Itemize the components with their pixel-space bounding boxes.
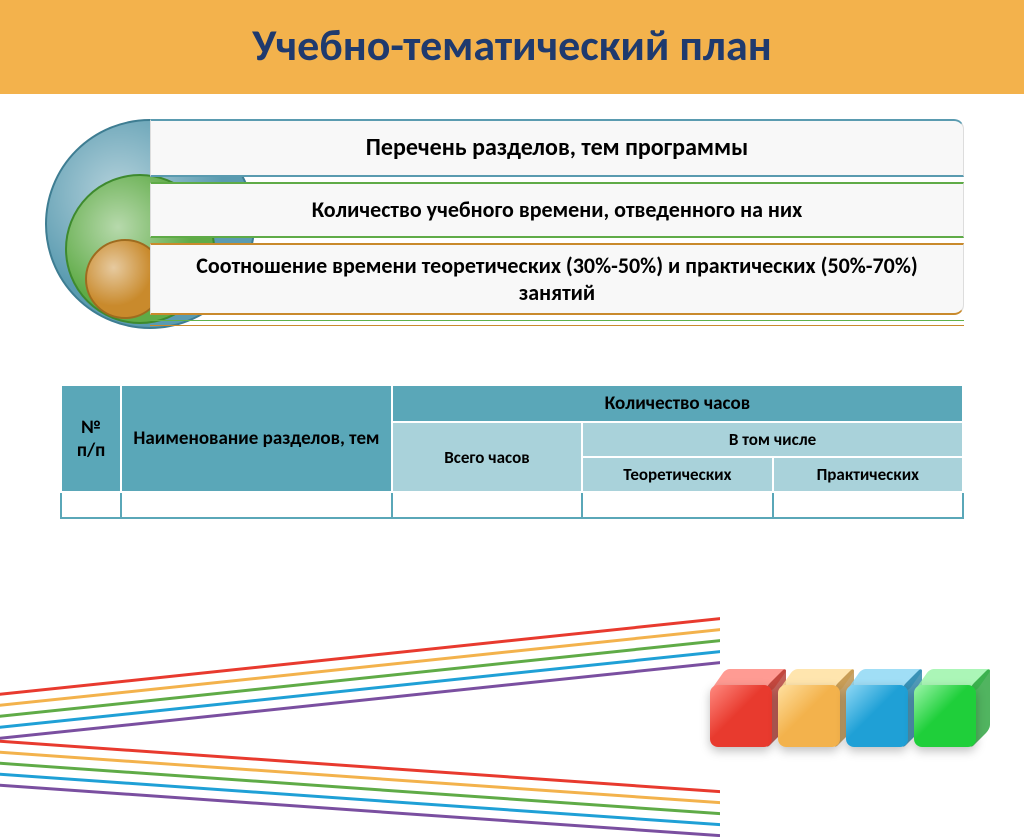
stripe <box>0 628 720 711</box>
cube <box>914 667 994 747</box>
page-title: Учебно-тематический план <box>0 0 1024 94</box>
diagram-row: Соотношение времени теоретических (30%-5… <box>150 243 964 315</box>
diagram-row: Количество учебного времени, отведенного… <box>150 182 964 238</box>
plan-table: № п/п Наименование разделов, тем Количес… <box>60 384 964 519</box>
stripe <box>0 737 720 793</box>
stripe <box>0 661 720 744</box>
stripe <box>0 617 720 700</box>
th-practical: Практических <box>773 457 963 492</box>
cell-total <box>392 492 582 518</box>
cell-name <box>121 492 392 518</box>
cell-practical <box>773 492 963 518</box>
th-hours: Количество часов <box>392 385 963 422</box>
diagram-row-text: Соотношение времени теоретических (30%-5… <box>163 252 951 307</box>
diagram-footer-line <box>150 320 964 326</box>
cell-index <box>61 492 121 518</box>
diagram-row-text: Перечень разделов, тем программы <box>366 133 749 163</box>
stripe <box>0 639 720 722</box>
th-including: В том числе <box>582 422 963 457</box>
cell-theoretical <box>582 492 772 518</box>
stripe <box>0 748 720 804</box>
diagram-row: Перечень разделов, тем программы <box>150 119 964 177</box>
th-name: Наименование разделов, тем <box>121 385 392 492</box>
decorative-cubes <box>722 667 994 747</box>
stripe <box>0 770 720 826</box>
stripe <box>0 650 720 733</box>
stripe <box>0 781 720 837</box>
th-theoretical: Теоретических <box>582 457 772 492</box>
decorative-stripes <box>0 667 720 777</box>
table-row <box>61 492 963 518</box>
th-index: № п/п <box>61 385 121 492</box>
layered-diagram: Перечень разделов, тем программы Количест… <box>60 114 964 344</box>
diagram-row-text: Количество учебного времени, отведенного… <box>312 196 803 224</box>
th-total: Всего часов <box>392 422 582 492</box>
stripe <box>0 759 720 815</box>
